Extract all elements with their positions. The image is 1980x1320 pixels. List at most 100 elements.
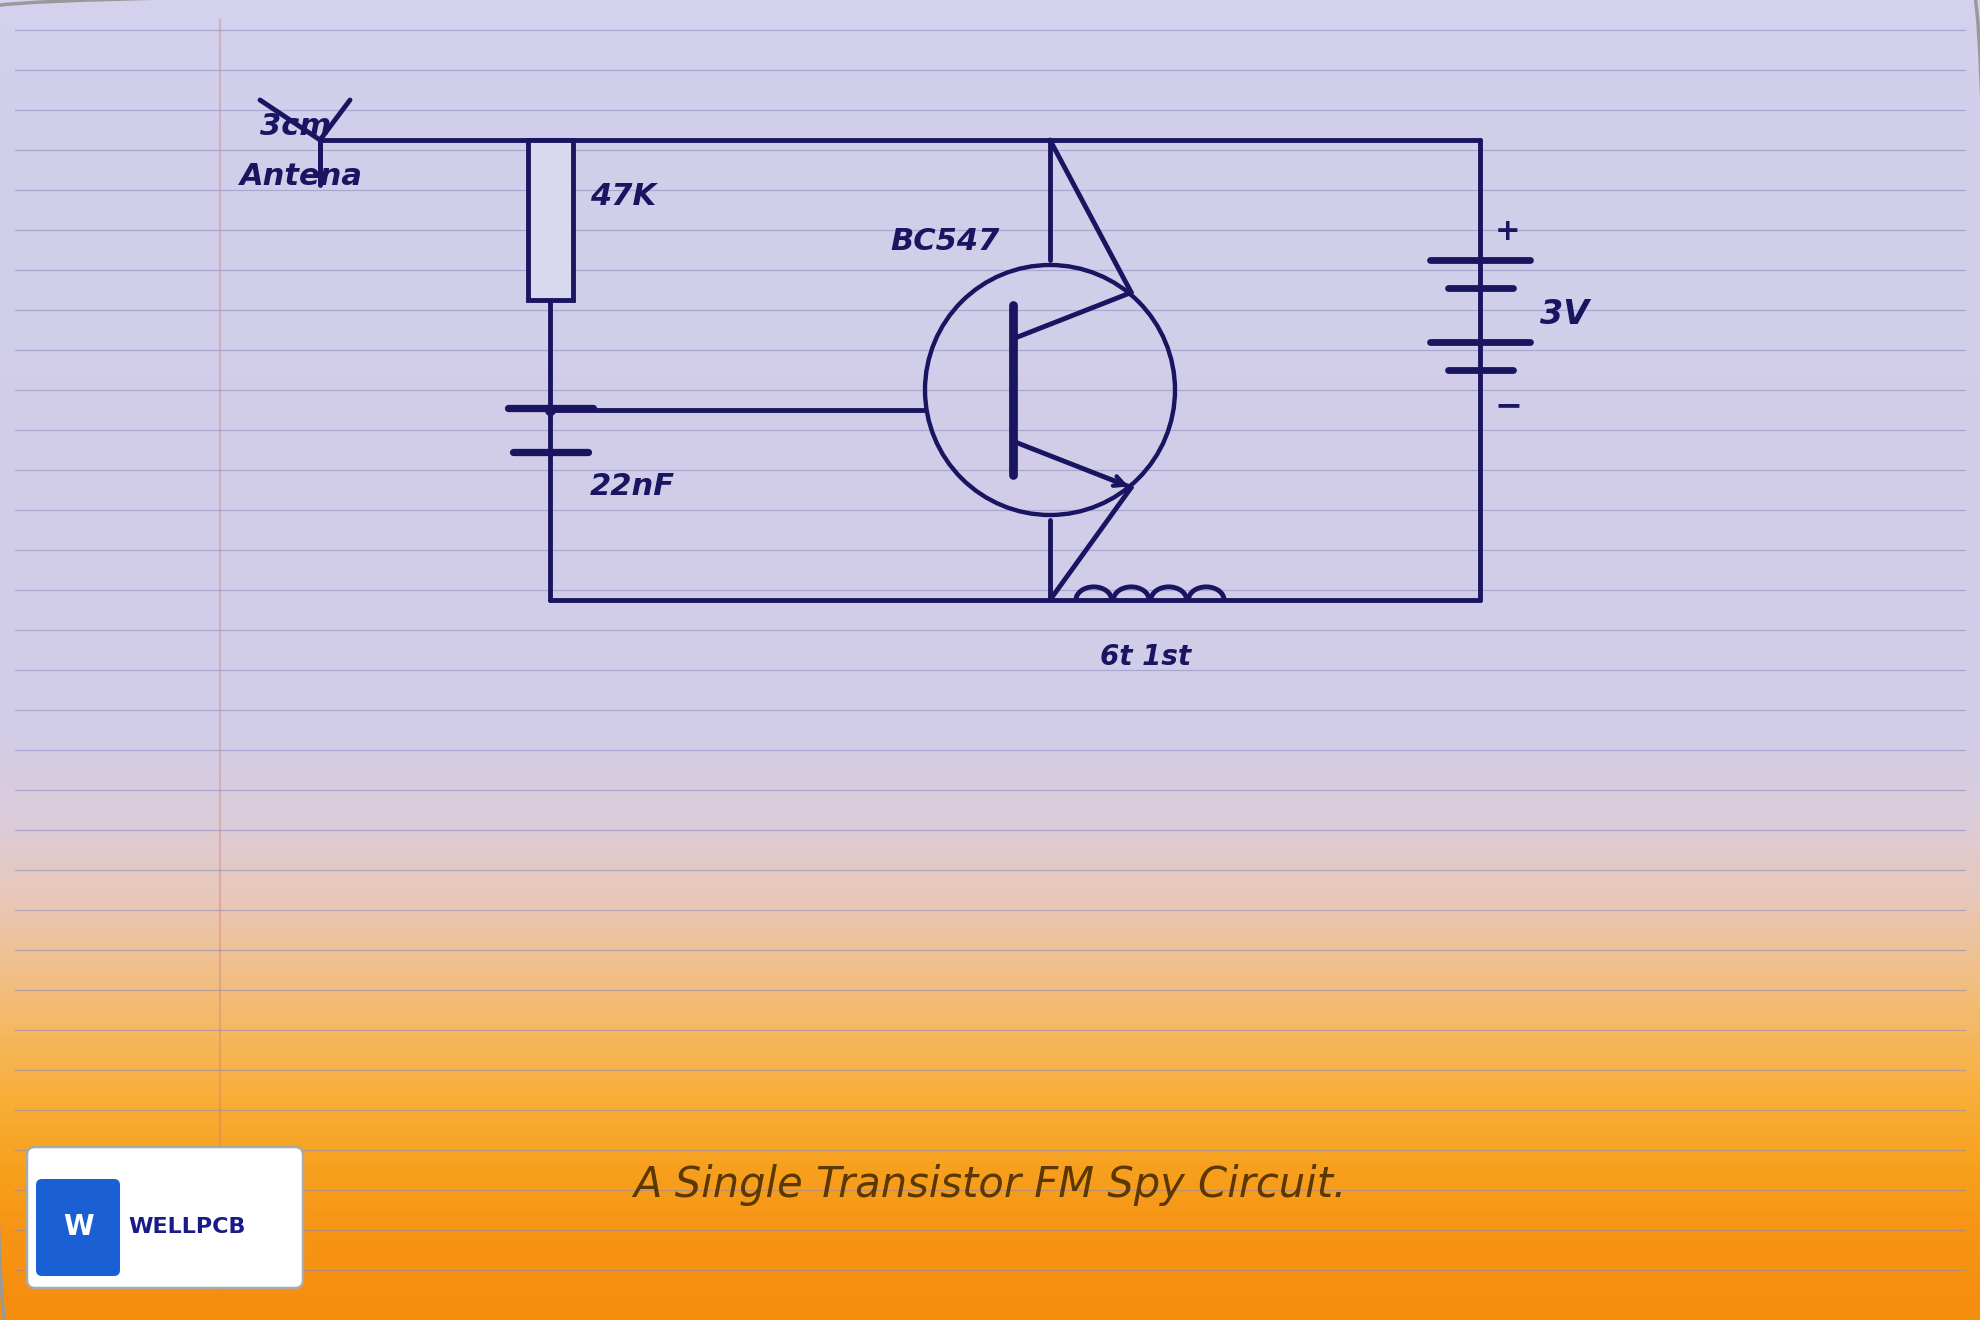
Bar [0,277,1980,281]
Bar [0,735,1980,739]
Bar [0,1148,1980,1152]
Bar [0,880,1980,884]
Bar [0,132,1980,136]
Bar [0,356,1980,360]
Bar [0,326,1980,330]
Bar [0,492,1980,498]
Bar [0,937,1980,941]
Bar [0,577,1980,581]
Bar [0,172,1980,176]
Bar [0,845,1980,849]
Bar [0,1254,1980,1258]
Bar [0,1144,1980,1148]
Bar [0,9,1980,13]
Bar [0,594,1980,598]
Bar [0,1294,1980,1298]
Bar [0,0,1980,4]
Bar [0,1003,1980,1007]
Bar [0,471,1980,475]
Bar [0,1192,1980,1197]
Bar [0,158,1980,162]
Bar [0,70,1980,75]
Bar [0,607,1980,611]
Bar [0,260,1980,264]
FancyBboxPatch shape [28,1147,303,1288]
Bar [0,1179,1980,1184]
Bar [0,828,1980,832]
Bar [0,374,1980,379]
Bar [0,581,1980,585]
Bar [0,1303,1980,1307]
Bar [0,973,1980,977]
Bar [0,343,1980,347]
Bar [0,102,1980,106]
Bar [0,409,1980,413]
Bar [0,458,1980,462]
Bar [0,96,1980,102]
Bar [0,57,1980,62]
Bar [0,968,1980,973]
Text: 47K: 47K [590,182,655,211]
Bar [0,656,1980,660]
Bar [0,1122,1980,1126]
Bar [0,964,1980,968]
Bar [0,396,1980,400]
Bar [0,334,1980,339]
Bar [0,36,1980,40]
Bar [0,413,1980,418]
Bar [0,251,1980,255]
Bar [0,79,1980,83]
Bar [0,181,1980,185]
Bar [0,75,1980,79]
Bar [0,867,1980,871]
Bar [0,347,1980,352]
Bar [0,1152,1980,1158]
Bar [0,907,1980,911]
Bar [0,1218,1980,1224]
Bar [0,762,1980,766]
Bar [0,502,1980,506]
Bar [0,537,1980,541]
Bar [0,1100,1980,1105]
Bar [0,620,1980,624]
Bar [0,1135,1980,1139]
Text: −: − [1495,389,1523,422]
Bar [0,286,1980,290]
Bar [0,673,1980,677]
Bar [0,1241,1980,1245]
Bar [0,40,1980,44]
Bar [0,62,1980,66]
Bar [0,198,1980,202]
Bar [0,1073,1980,1078]
Bar [0,696,1980,700]
FancyBboxPatch shape [36,1179,121,1276]
Bar [0,1263,1980,1267]
Bar [0,704,1980,709]
Bar [0,1316,1980,1320]
Bar [0,638,1980,643]
Bar [0,202,1980,207]
Bar [0,400,1980,405]
Bar [0,422,1980,426]
Bar [0,13,1980,17]
Text: W: W [63,1213,93,1241]
Text: Antena: Antena [240,162,362,191]
Bar [0,630,1980,634]
Bar [0,308,1980,313]
Bar [0,453,1980,458]
Bar [0,884,1980,888]
Bar [0,211,1980,215]
Bar [0,1086,1980,1092]
Bar [0,1166,1980,1171]
Bar [0,1082,1980,1086]
Bar [0,590,1980,594]
Bar [0,300,1980,304]
Bar [0,1118,1980,1122]
Bar [0,981,1980,986]
Bar [0,1096,1980,1100]
Bar [0,339,1980,343]
Bar [0,894,1980,898]
Text: 3V: 3V [1540,298,1590,331]
Bar [0,30,1980,36]
Bar [0,387,1980,392]
